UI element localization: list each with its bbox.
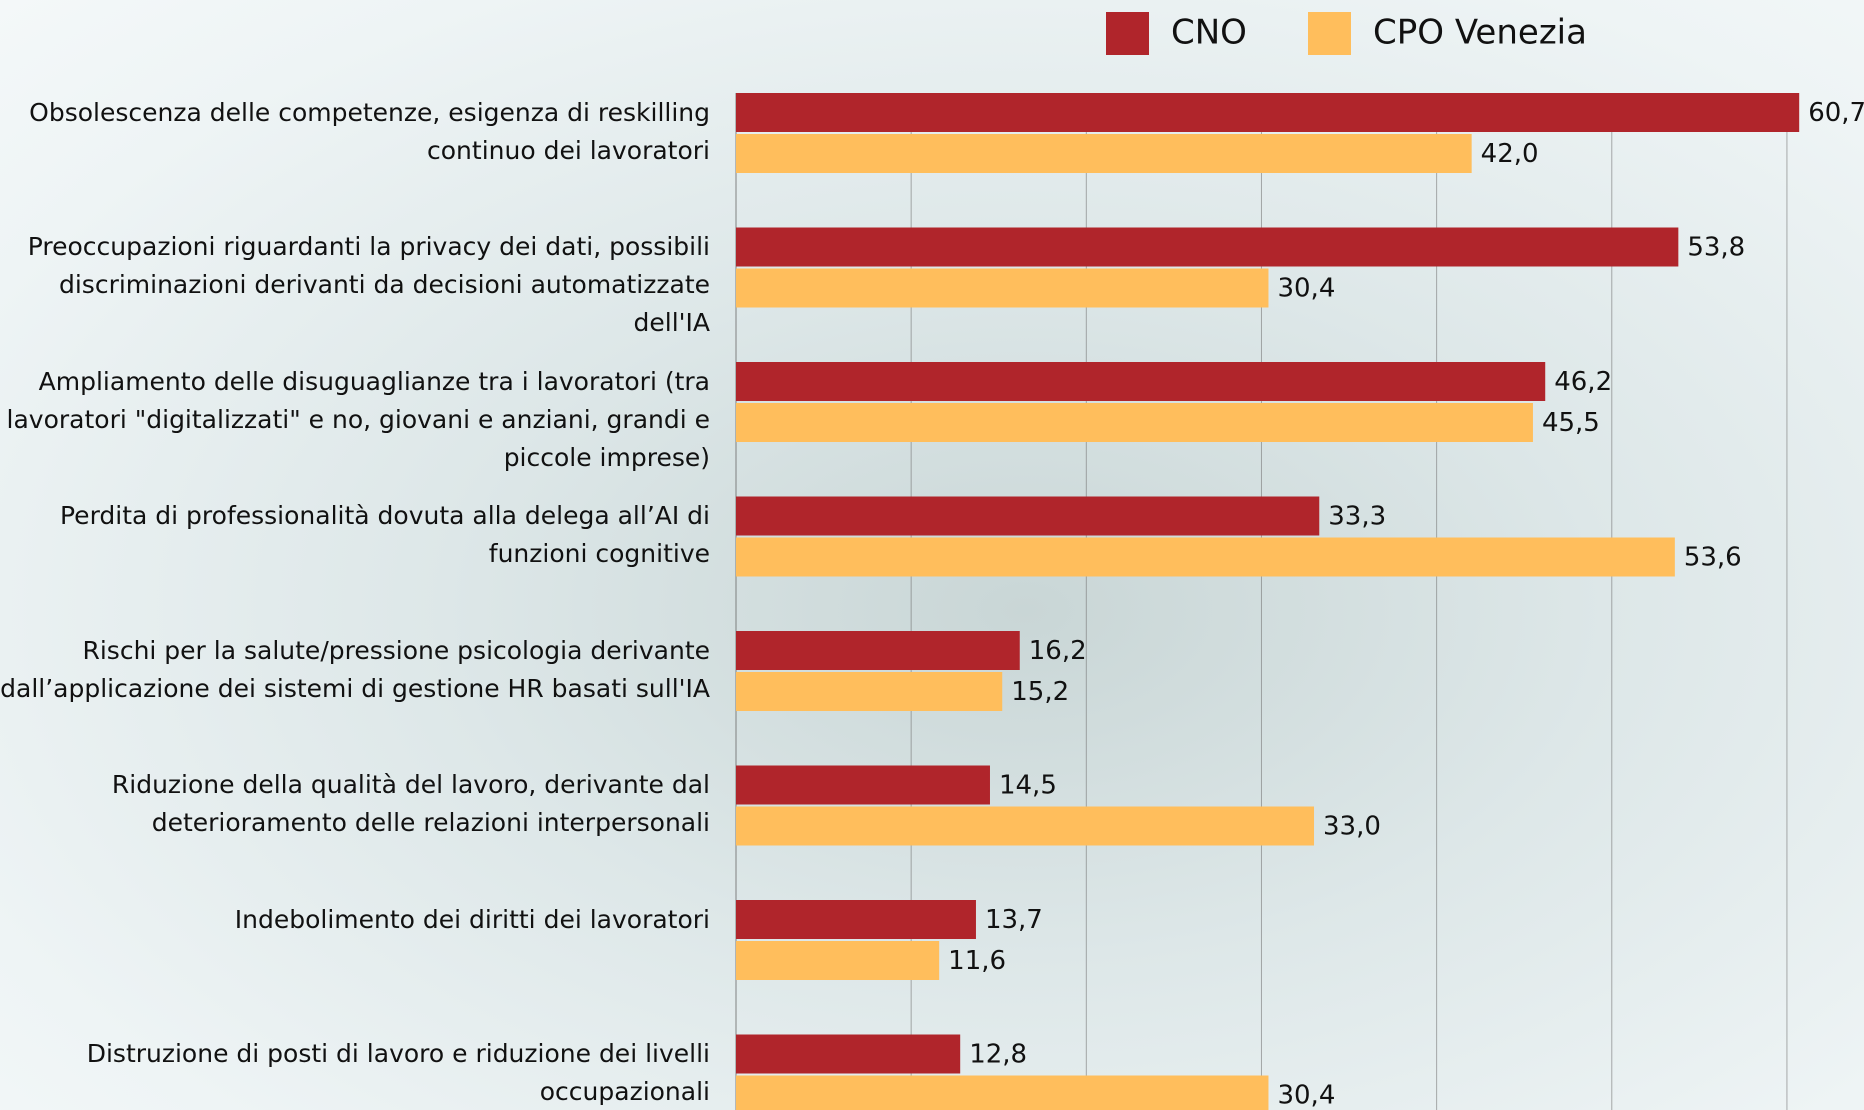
value-label: 30,4 — [1277, 1081, 1335, 1110]
value-label: 45,5 — [1542, 408, 1600, 438]
value-label: 42,0 — [1481, 139, 1539, 169]
value-label: 15,2 — [1011, 677, 1069, 707]
bar — [736, 537, 1675, 577]
bar — [736, 362, 1546, 401]
legend-label: CPO Venezia — [1373, 13, 1587, 53]
category-label: Rischi per la salute/pressione psicologi… — [0, 635, 710, 703]
value-label: 11,6 — [948, 946, 1006, 976]
legend-label: CNO — [1171, 13, 1247, 53]
bar — [736, 900, 976, 939]
legend-swatch — [1106, 12, 1149, 55]
category-label: Ampliamento delle disuguaglianze tra i l… — [6, 366, 710, 472]
bar — [736, 631, 1020, 670]
value-label: 13,7 — [985, 905, 1043, 935]
bar — [736, 806, 1315, 846]
value-label: 33,3 — [1328, 502, 1386, 532]
bar — [736, 765, 990, 805]
bar — [736, 134, 1472, 173]
bar — [736, 1034, 961, 1074]
value-label: 46,2 — [1554, 367, 1612, 397]
bar — [736, 268, 1269, 308]
value-label: 14,5 — [999, 771, 1057, 801]
value-label: 53,8 — [1687, 233, 1745, 263]
category-label: Riduzione della qualità del lavoro, deri… — [111, 770, 710, 837]
category-label: Indebolimento dei diritti dei lavoratori — [234, 904, 710, 934]
value-label: 33,0 — [1323, 812, 1381, 842]
value-label: 12,8 — [969, 1040, 1027, 1070]
category-label: Obsolescenza delle competenze, esigenza … — [29, 97, 710, 165]
bar — [736, 496, 1320, 536]
bar — [736, 941, 940, 980]
value-label: 16,2 — [1029, 636, 1087, 666]
bar — [736, 403, 1533, 442]
bar — [736, 93, 1800, 132]
bar — [736, 1075, 1269, 1110]
value-label: 60,7 — [1808, 98, 1864, 128]
legend-swatch — [1308, 12, 1351, 55]
bar — [736, 672, 1003, 711]
category-label: Preoccupazioni riguardanti la privacy de… — [27, 232, 710, 337]
category-label: Perdita di professionalità dovuta alla d… — [60, 501, 710, 568]
bar — [736, 227, 1679, 267]
value-label: 30,4 — [1277, 274, 1335, 304]
value-label: 53,6 — [1684, 543, 1742, 573]
category-label: Distruzione di posti di lavoro e riduzio… — [86, 1039, 710, 1106]
